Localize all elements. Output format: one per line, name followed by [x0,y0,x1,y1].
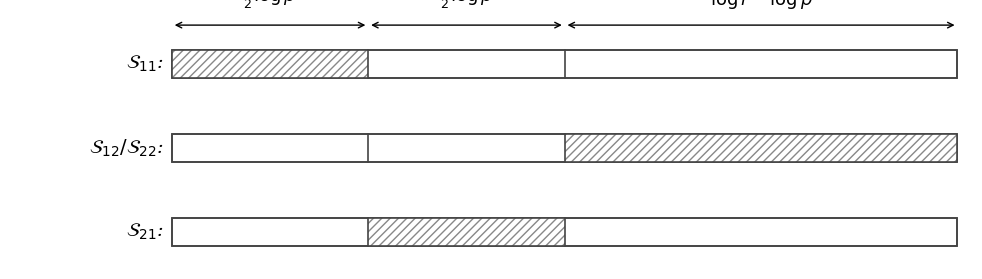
Text: $\frac{1}{2}\log p$: $\frac{1}{2}\log p$ [244,0,297,11]
Text: $\mathcal{S}_{21}$:: $\mathcal{S}_{21}$: [127,222,164,242]
Bar [172,218,957,246]
Bar [565,134,957,162]
Bar [172,134,957,162]
Bar [172,50,957,78]
Bar [368,218,565,246]
Text: $\log r - \log p$: $\log r - \log p$ [710,0,812,11]
Bar [172,218,957,246]
Text: $\mathcal{S}_{12}/\mathcal{S}_{22}$:: $\mathcal{S}_{12}/\mathcal{S}_{22}$: [89,137,164,158]
Bar [172,50,957,78]
Text: $\frac{1}{2}\log p$: $\frac{1}{2}\log p$ [440,0,493,11]
Bar [172,50,368,78]
Text: $\mathcal{S}_{11}$:: $\mathcal{S}_{11}$: [127,54,164,74]
Bar [172,134,957,162]
